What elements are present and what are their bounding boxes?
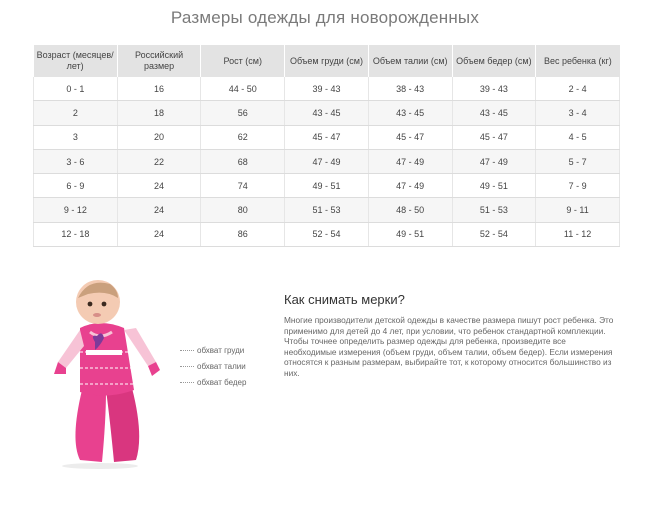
table-cell: 51 - 53 [452, 197, 537, 223]
header-weight: Вес ребенка (кг) [535, 45, 620, 77]
table-cell: 20 [117, 125, 202, 150]
header-chest: Объем груди (см) [284, 45, 369, 77]
dash-line [180, 366, 194, 368]
baby-illustration [54, 280, 160, 469]
table-cell: 48 - 50 [368, 197, 453, 223]
chest-label-text: обхват груди [197, 346, 245, 355]
table-cell: 62 [200, 125, 286, 150]
table-cell: 12 - 18 [33, 222, 118, 248]
table-cell: 45 - 47 [368, 125, 453, 150]
table-cell: 43 - 45 [452, 100, 537, 126]
table-row: 2 18 56 43 - 45 43 - 45 43 - 45 3 - 4 [33, 100, 620, 126]
table-cell: 47 - 49 [284, 149, 369, 175]
table-cell: 11 - 12 [535, 222, 620, 248]
table-cell: 24 [117, 222, 202, 248]
table-cell: 43 - 45 [284, 100, 369, 126]
table-cell: 22 [117, 149, 202, 175]
header-waist: Объем талии (см) [368, 45, 453, 77]
table-cell: 0 - 1 [33, 77, 118, 102]
hips-label: обхват бедер [180, 378, 246, 387]
table-row: 12 - 18 24 86 52 - 54 49 - 51 52 - 54 11 - 12 [33, 222, 620, 248]
table-cell: 49 - 51 [452, 173, 537, 199]
table-cell: 24 [117, 197, 202, 223]
table-cell: 9 - 11 [535, 197, 620, 223]
dash-line [180, 350, 194, 352]
table-cell: 47 - 49 [368, 173, 453, 199]
table-cell: 86 [200, 222, 286, 248]
table-cell: 18 [117, 100, 202, 126]
section-paragraph-1: Многие производители детской одежды в ка… [284, 315, 614, 336]
hips-label-text: обхват бедер [197, 378, 247, 387]
table-cell: 51 - 53 [284, 197, 369, 223]
table-cell: 39 - 43 [284, 77, 369, 102]
header-height: Рост (см) [200, 45, 286, 77]
table-row: 3 - 6 22 68 47 - 49 47 - 49 47 - 49 5 - 7 [33, 149, 620, 175]
header-ru-size: Российский размер [117, 45, 202, 77]
table-row: 3 20 62 45 - 47 45 - 47 45 - 47 4 - 5 [33, 125, 620, 150]
table-cell: 68 [200, 149, 286, 175]
table-cell: 47 - 49 [368, 149, 453, 175]
waist-label: обхват талии [180, 362, 246, 371]
table-cell: 3 - 4 [535, 100, 620, 126]
header-age: Возраст (месяцев/лет) [33, 45, 118, 77]
table-cell: 2 [33, 100, 118, 126]
table-cell: 16 [117, 77, 202, 102]
table-cell: 2 - 4 [535, 77, 620, 102]
table-cell: 44 - 50 [200, 77, 286, 102]
table-row: 6 - 9 24 74 49 - 51 47 - 49 49 - 51 7 - 9 [33, 173, 620, 199]
dash-line [180, 382, 194, 384]
table-header-row: Возраст (месяцев/лет) Российский размер … [33, 45, 620, 77]
table-cell: 38 - 43 [368, 77, 453, 102]
table-cell: 49 - 51 [368, 222, 453, 248]
table-cell: 47 - 49 [452, 149, 537, 175]
table-cell: 4 - 5 [535, 125, 620, 150]
table-row: 0 - 1 16 44 - 50 39 - 43 38 - 43 39 - 43 2 - 4 [33, 77, 620, 102]
header-hips: Объем бедер (см) [452, 45, 537, 77]
table-cell: 5 - 7 [535, 149, 620, 175]
table-cell: 7 - 9 [535, 173, 620, 199]
table-row: 9 - 12 24 80 51 - 53 48 - 50 51 - 53 9 - 11 [33, 197, 620, 223]
table-cell: 3 [33, 125, 118, 150]
table-cell: 39 - 43 [452, 77, 537, 102]
waist-label-text: обхват талии [197, 362, 246, 371]
chest-label: обхват груди [180, 346, 244, 355]
section-heading: Как снимать мерки? [284, 292, 405, 307]
table-cell: 49 - 51 [284, 173, 369, 199]
section-text: Многие производители детской одежды в ка… [284, 315, 614, 378]
table-cell: 52 - 54 [452, 222, 537, 248]
table-cell: 9 - 12 [33, 197, 118, 223]
table-cell: 56 [200, 100, 286, 126]
table-cell: 74 [200, 173, 286, 199]
section-paragraph-2: Чтобы точнее определить размер одежды дл… [284, 336, 613, 378]
page-title: Размеры одежды для новорожденных [170, 8, 480, 27]
table-cell: 52 - 54 [284, 222, 369, 248]
size-table: Возраст (месяцев/лет) Российский размер … [33, 45, 620, 248]
table-cell: 24 [117, 173, 202, 199]
table-cell: 6 - 9 [33, 173, 118, 199]
table-cell: 45 - 47 [284, 125, 369, 150]
table-cell: 45 - 47 [452, 125, 537, 150]
table-cell: 43 - 45 [368, 100, 453, 126]
table-cell: 3 - 6 [33, 149, 118, 175]
table-cell: 80 [200, 197, 286, 223]
